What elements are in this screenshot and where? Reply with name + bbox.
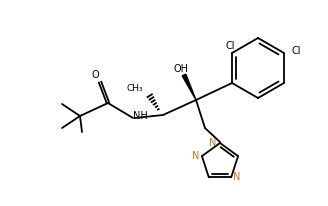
Text: Cl: Cl	[291, 46, 301, 56]
Polygon shape	[182, 74, 196, 100]
Text: O: O	[91, 70, 99, 80]
Text: N: N	[192, 151, 200, 161]
Text: OH: OH	[174, 64, 189, 74]
Text: NH: NH	[133, 111, 147, 121]
Text: N: N	[209, 138, 217, 148]
Text: Cl: Cl	[225, 41, 235, 51]
Text: N: N	[234, 172, 241, 182]
Text: CH₃: CH₃	[126, 83, 143, 92]
